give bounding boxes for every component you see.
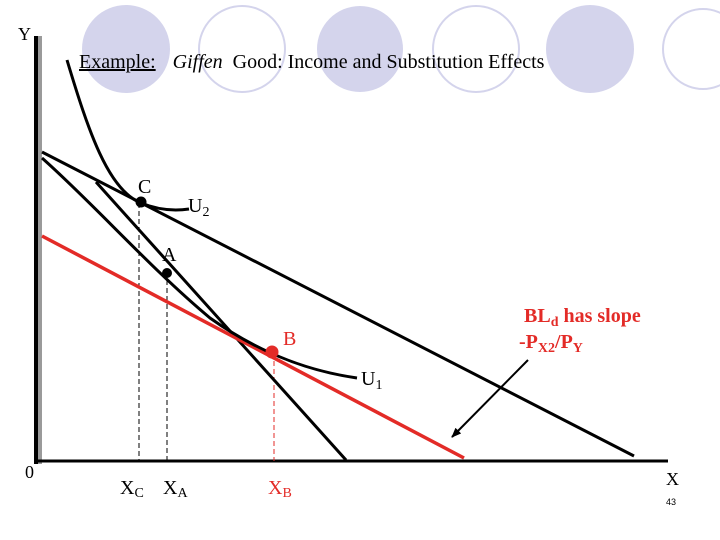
y-axis-shadow bbox=[38, 36, 42, 464]
point-a bbox=[162, 268, 172, 278]
deco-circle bbox=[432, 5, 520, 93]
point-c bbox=[135, 196, 147, 208]
u1-main: U bbox=[361, 368, 376, 390]
label-u1: U1 bbox=[361, 368, 382, 393]
indifference-curve-u2 bbox=[65, 59, 190, 212]
annotation-arrow bbox=[451, 359, 529, 438]
deco-circle bbox=[198, 5, 286, 93]
title-italic: Giffen bbox=[173, 51, 223, 73]
annotation-px-sub: X2 bbox=[538, 341, 555, 356]
label-c: C bbox=[138, 176, 151, 198]
annotation-line-1: BLd has slope bbox=[524, 305, 641, 330]
annotation-line-2: -PX2/PY bbox=[519, 331, 583, 356]
xc-sub: C bbox=[134, 486, 143, 501]
annotation-bl-sub: d bbox=[551, 315, 559, 330]
annotation-py: /P bbox=[554, 331, 573, 353]
title-rest: Good: Income and Substitution Effects bbox=[233, 51, 545, 73]
annotation-bl: BL bbox=[524, 305, 551, 327]
u2-main: U bbox=[188, 195, 203, 217]
page-number: 43 bbox=[666, 497, 676, 507]
label-b: B bbox=[283, 328, 296, 350]
indifference-curve-u1 bbox=[41, 156, 358, 380]
xb-main: X bbox=[268, 477, 283, 499]
annotation-px: -P bbox=[519, 331, 538, 353]
deco-circle bbox=[317, 6, 403, 92]
background-circles bbox=[82, 5, 720, 93]
xa-sub: A bbox=[177, 486, 188, 501]
title-prefix: Example: bbox=[79, 51, 156, 73]
tick-xb: XB bbox=[268, 477, 292, 501]
budget-line-dummy bbox=[94, 180, 348, 462]
u2-sub: 2 bbox=[202, 205, 209, 220]
deco-circle bbox=[82, 5, 170, 93]
xb-sub: B bbox=[282, 486, 291, 501]
y-axis-bar bbox=[34, 36, 38, 464]
u1-sub: 1 bbox=[375, 378, 382, 393]
x-axis-label: X bbox=[666, 469, 679, 489]
xa-main: X bbox=[163, 477, 178, 499]
budget-line-new bbox=[41, 234, 465, 460]
label-u2: U2 bbox=[188, 195, 209, 220]
xc-main: X bbox=[120, 477, 135, 499]
slide-title: Example: Giffen Good: Income and Substit… bbox=[79, 51, 545, 73]
annotation-has-slope: has slope bbox=[558, 305, 640, 327]
deco-circle bbox=[662, 8, 720, 90]
point-b bbox=[265, 345, 279, 359]
label-a: A bbox=[162, 244, 177, 266]
tick-xc: XC bbox=[120, 477, 144, 501]
tick-xa: XA bbox=[163, 477, 188, 501]
y-axis-label: Y bbox=[18, 24, 31, 44]
annotation-py-sub: Y bbox=[573, 341, 583, 356]
deco-circle bbox=[546, 5, 634, 93]
origin-label: 0 bbox=[25, 462, 34, 482]
